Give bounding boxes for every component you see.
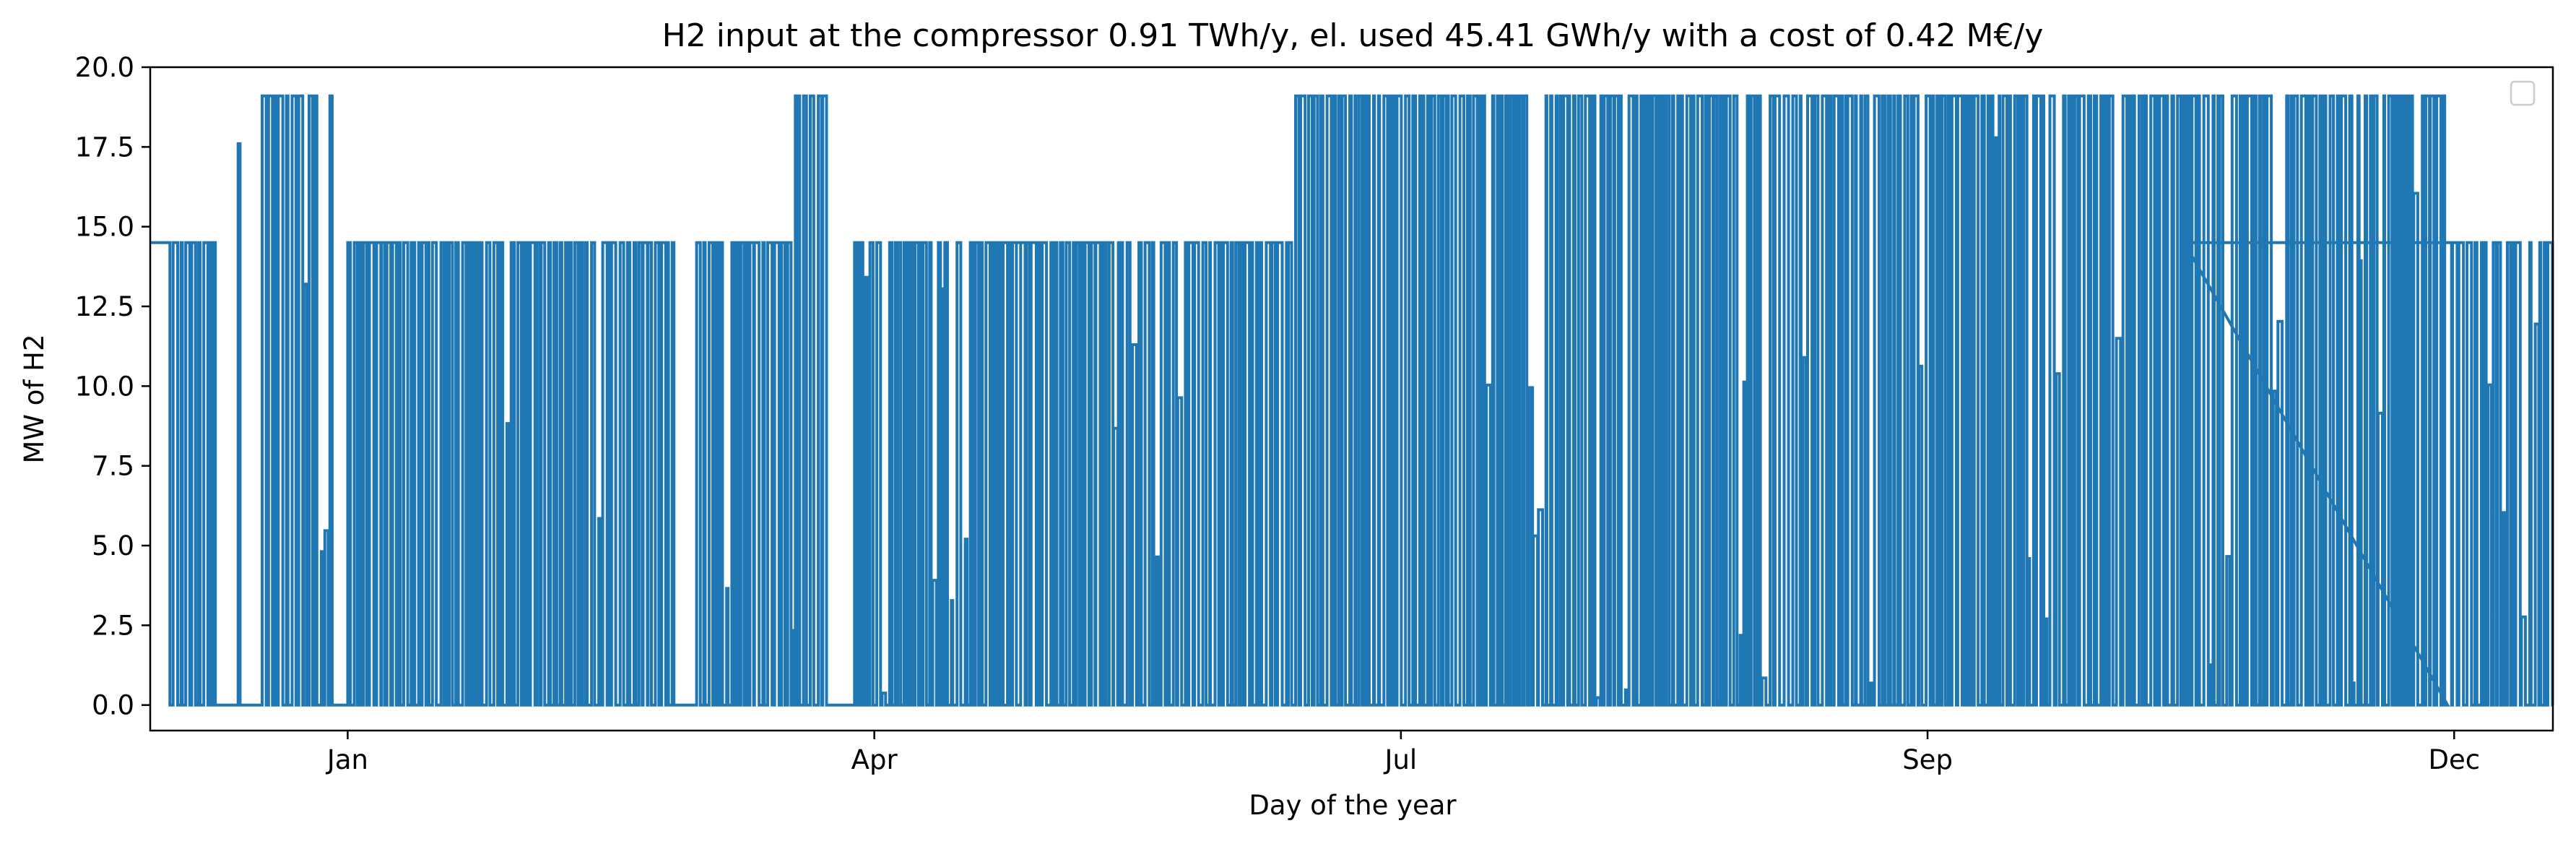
chart-title: H2 input at the compressor 0.91 TWh/y, e… — [662, 17, 2044, 54]
y-axis-label: MW of H2 — [19, 334, 50, 463]
y-tick-label: 15.0 — [75, 212, 134, 243]
x-tick-label: Dec — [2428, 744, 2480, 775]
y-tick-label: 5.0 — [92, 530, 134, 561]
legend-box — [2510, 80, 2536, 106]
x-axis-label: Day of the year — [1249, 790, 1457, 821]
y-tick-label: 0.0 — [92, 690, 134, 721]
x-tick-label: Jul — [1384, 744, 1418, 775]
plot-area — [150, 94, 2554, 707]
y-tick-label: 20.0 — [75, 52, 134, 83]
y-tick-label: 2.5 — [92, 610, 134, 641]
x-tick-label: Sep — [1902, 744, 1953, 775]
y-tick-label: 10.0 — [75, 371, 134, 402]
x-tick-label: Jan — [326, 744, 368, 775]
y-tick-label: 7.5 — [92, 451, 134, 482]
y-tick-label: 12.5 — [75, 291, 134, 322]
series-line — [150, 94, 2554, 707]
x-tick-label: Apr — [851, 744, 898, 775]
y-axis: 0.0 2.5 5.0 7.5 10.0 12.5 15.0 17.5 20.0 — [75, 52, 150, 721]
y-tick-label: 17.5 — [75, 132, 134, 163]
plot-frame — [149, 66, 2554, 732]
x-axis: Jan Apr Jul Sep Dec — [326, 731, 2480, 775]
